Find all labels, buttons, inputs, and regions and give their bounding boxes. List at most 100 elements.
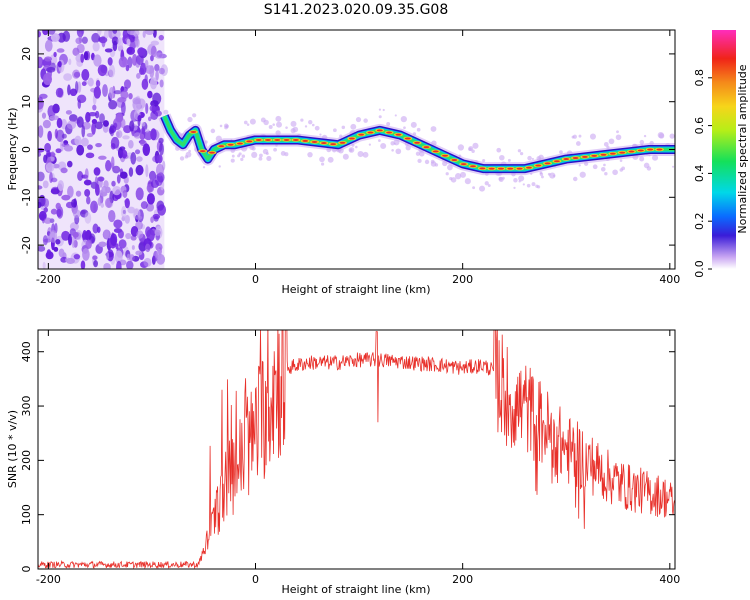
ridge-halo-blob (472, 186, 476, 190)
ridge-halo-blob (449, 176, 453, 181)
noise-blob (67, 84, 71, 96)
ridge-halo-blob (185, 151, 192, 158)
noise-blob (152, 213, 161, 220)
noise-blob (41, 112, 47, 119)
noise-blob (47, 30, 56, 35)
ridge-halo-blob (378, 139, 381, 142)
ridge-halo-blob (355, 145, 358, 149)
ridge-halo-blob (311, 123, 315, 127)
ridge-core (283, 138, 290, 141)
noise-blob (134, 33, 139, 47)
noise-blob (104, 197, 113, 209)
ridge-halo-blob (350, 123, 357, 130)
noise-blob (63, 145, 74, 152)
noise-blob (92, 42, 100, 52)
noise-blob (55, 87, 64, 98)
noise-blob (61, 230, 70, 241)
noise-blob (117, 37, 122, 46)
noise-blob (94, 110, 100, 119)
ridge-halo-blob (430, 159, 435, 164)
ridge-halo-blob (487, 184, 491, 188)
noise-blob (91, 32, 101, 43)
noise-blob (101, 37, 106, 48)
ridge-halo-blob (304, 125, 308, 128)
noise-blob (77, 171, 84, 181)
noise-blob (108, 100, 118, 110)
noise-blob (42, 180, 49, 189)
noise-blob (145, 243, 151, 253)
ridge-core (442, 154, 449, 157)
ridge-halo-blob (237, 154, 241, 158)
y-tick-label: 400 (20, 341, 33, 362)
ridge-halo-blob (400, 116, 407, 123)
noise-blob (155, 243, 163, 252)
noise-blob (135, 187, 144, 201)
ridge-halo-blob (539, 172, 544, 176)
noise-blob (93, 260, 98, 268)
chart-title: S141.2023.020.09.35.G08 (264, 2, 449, 18)
ridge-halo-blob (268, 125, 273, 129)
noise-blob (93, 54, 102, 67)
noise-blob (87, 77, 94, 87)
noise-blob (67, 160, 73, 168)
noise-blob (110, 233, 118, 246)
noise-blob (45, 162, 55, 173)
ridge-halo-blob (522, 183, 525, 186)
noise-blob (76, 144, 85, 156)
noise-blob (71, 235, 76, 248)
noise-blob (98, 155, 107, 160)
noise-blob (44, 56, 53, 62)
noise-blob (144, 30, 155, 35)
noise-blob (38, 125, 44, 138)
noise-blob (55, 129, 65, 142)
ridge-core (292, 138, 299, 141)
ridge-core (386, 131, 393, 134)
ridge-core (656, 148, 663, 151)
noise-blob (80, 53, 85, 63)
ridge-halo-blob (507, 158, 511, 162)
noise-blob (120, 90, 129, 100)
noise-blob (38, 30, 41, 38)
ridge-halo-blob (549, 172, 556, 179)
ridge-halo-blob (513, 178, 518, 183)
noise-blob (149, 77, 158, 90)
ridge-halo-blob (571, 135, 575, 139)
noise-blob (92, 104, 97, 111)
noise-blob (124, 198, 130, 209)
ridge-halo-blob (643, 162, 650, 169)
ridge-core (199, 150, 206, 153)
ridge-halo-blob (395, 148, 402, 155)
ridge-halo-blob (363, 118, 368, 123)
noise-blob (45, 251, 54, 260)
ridge-halo-blob (619, 168, 624, 172)
ridge-halo-blob (499, 154, 505, 161)
ridge-core (516, 167, 523, 170)
ridge-core (395, 133, 402, 136)
noise-blob (97, 197, 102, 206)
noise-blob (84, 212, 92, 224)
noise-blob (107, 57, 113, 66)
ridge-halo-blob (454, 173, 462, 180)
noise-blob (100, 202, 104, 208)
y-tick-label: 100 (20, 504, 33, 525)
noise-blob (147, 116, 152, 122)
noise-blob (91, 118, 98, 125)
noise-blob (65, 257, 76, 264)
noise-blob (38, 152, 42, 157)
noise-blob (91, 122, 96, 135)
noise-blob (150, 40, 160, 46)
ridge-halo-blob (341, 125, 346, 130)
ridge-halo-blob (496, 147, 502, 153)
x-tick-label: 400 (659, 573, 680, 586)
noise-blob (110, 156, 115, 169)
noise-blob (136, 156, 143, 162)
noise-blob (49, 229, 58, 243)
ridge-halo-blob (348, 147, 355, 153)
noise-blob (54, 222, 58, 234)
ridge-halo-blob (459, 171, 467, 178)
ridge-core (330, 143, 337, 146)
colorbar-ticks: 0.0 0.2 0.4 0.6 0.8 (693, 69, 712, 278)
ridge-core (218, 145, 225, 148)
noise-blob (115, 130, 123, 139)
